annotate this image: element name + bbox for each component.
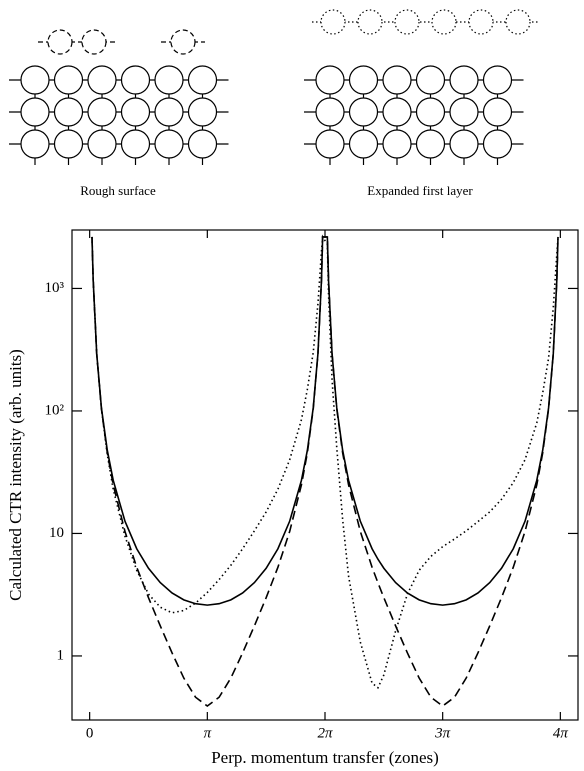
atom — [154, 97, 184, 127]
atom — [187, 97, 218, 127]
series-line — [91, 234, 559, 690]
y-tick-label: 10 — [49, 525, 64, 541]
atom — [87, 65, 117, 95]
atom — [87, 129, 117, 159]
atom — [53, 129, 84, 159]
y-tick-label: 1 — [57, 647, 65, 663]
atom — [53, 97, 84, 127]
atom — [154, 129, 184, 159]
atom — [415, 129, 446, 159]
atom — [415, 65, 446, 95]
atom — [357, 9, 383, 35]
atom — [431, 9, 457, 35]
adatom — [81, 29, 107, 55]
plot-frame — [71, 229, 579, 721]
atom — [20, 129, 50, 159]
atom — [315, 129, 345, 159]
atom — [382, 129, 412, 159]
atom — [187, 65, 218, 95]
atom — [187, 129, 218, 159]
adatom — [170, 29, 196, 55]
panel-label: Rough surface — [80, 183, 156, 198]
lattice-diagrams — [9, 9, 540, 165]
atom — [449, 97, 479, 127]
atom — [505, 9, 531, 35]
atom — [315, 97, 345, 127]
x-axis-label: Perp. momentum transfer (zones) — [211, 748, 439, 767]
atom — [482, 129, 513, 159]
atom — [468, 9, 494, 35]
atom — [315, 65, 345, 95]
atom — [449, 129, 479, 159]
x-tick-label: 2π — [317, 725, 333, 741]
atom — [482, 65, 513, 95]
y-tick-label: 10² — [45, 402, 65, 418]
y-axis-label: Calculated CTR intensity (arb. units) — [6, 349, 25, 601]
panel-label: Expanded first layer — [367, 183, 473, 198]
atom — [20, 97, 50, 127]
atom — [20, 65, 50, 95]
x-tick-label: π — [204, 725, 212, 741]
atom — [53, 65, 84, 95]
series-line — [91, 236, 559, 606]
x-tick-label: 3π — [434, 725, 451, 741]
atom — [382, 97, 412, 127]
atom — [87, 97, 117, 127]
adatom — [47, 29, 73, 55]
atom — [120, 65, 151, 95]
atom — [154, 65, 184, 95]
atom — [415, 97, 446, 127]
atom — [482, 97, 513, 127]
atom — [120, 129, 151, 159]
atom — [449, 65, 479, 95]
atom — [348, 65, 379, 95]
atom — [382, 65, 412, 95]
atom — [348, 97, 379, 127]
atom — [120, 97, 151, 127]
atom — [348, 129, 379, 159]
atom — [320, 9, 346, 35]
series-line — [91, 236, 559, 708]
x-tick-label: 0 — [86, 725, 94, 741]
atom — [394, 9, 420, 35]
y-tick-label: 10³ — [45, 280, 65, 296]
x-tick-label: 4π — [553, 725, 569, 741]
